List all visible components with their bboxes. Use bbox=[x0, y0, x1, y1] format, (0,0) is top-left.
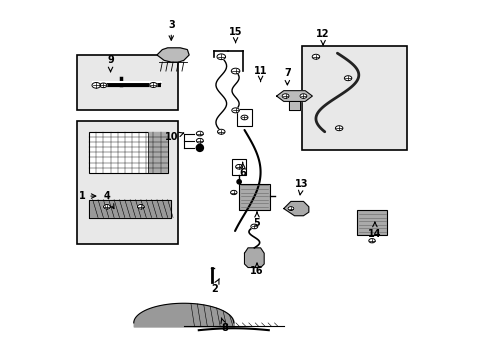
Text: 12: 12 bbox=[316, 28, 329, 45]
Circle shape bbox=[237, 180, 241, 184]
Ellipse shape bbox=[231, 108, 239, 113]
Ellipse shape bbox=[344, 76, 351, 81]
Ellipse shape bbox=[217, 129, 224, 134]
Polygon shape bbox=[157, 48, 189, 62]
Text: 10: 10 bbox=[164, 132, 183, 142]
Bar bbox=[77, 121, 178, 244]
Ellipse shape bbox=[368, 239, 374, 243]
Ellipse shape bbox=[311, 54, 319, 59]
Polygon shape bbox=[288, 102, 299, 111]
Ellipse shape bbox=[137, 204, 144, 209]
Ellipse shape bbox=[103, 204, 110, 209]
Ellipse shape bbox=[149, 82, 157, 87]
Ellipse shape bbox=[250, 224, 257, 229]
Ellipse shape bbox=[299, 94, 306, 98]
Ellipse shape bbox=[230, 190, 237, 195]
Ellipse shape bbox=[217, 54, 225, 60]
Text: 3: 3 bbox=[167, 19, 174, 40]
Ellipse shape bbox=[335, 126, 342, 131]
Text: 14: 14 bbox=[367, 222, 381, 239]
Text: 6: 6 bbox=[239, 162, 245, 178]
Bar bbox=[356, 210, 386, 235]
Text: 4: 4 bbox=[103, 191, 114, 209]
Text: 13: 13 bbox=[294, 179, 308, 195]
Bar bbox=[301, 46, 406, 150]
Ellipse shape bbox=[92, 82, 101, 88]
Text: 16: 16 bbox=[250, 263, 263, 276]
Ellipse shape bbox=[287, 207, 293, 211]
Polygon shape bbox=[244, 248, 264, 267]
Bar bbox=[77, 55, 178, 111]
Text: 2: 2 bbox=[210, 279, 219, 294]
Text: 8: 8 bbox=[221, 318, 228, 333]
Polygon shape bbox=[283, 202, 308, 216]
Text: 7: 7 bbox=[284, 68, 290, 85]
Polygon shape bbox=[276, 91, 312, 102]
Ellipse shape bbox=[231, 68, 240, 74]
Text: 1: 1 bbox=[79, 191, 96, 201]
Text: 15: 15 bbox=[228, 27, 242, 42]
Ellipse shape bbox=[235, 165, 242, 169]
Ellipse shape bbox=[100, 83, 107, 87]
Bar bbox=[237, 109, 251, 126]
Ellipse shape bbox=[196, 131, 203, 136]
Polygon shape bbox=[89, 200, 171, 217]
Ellipse shape bbox=[282, 94, 288, 98]
Bar bbox=[239, 184, 269, 210]
Ellipse shape bbox=[196, 138, 203, 143]
Bar bbox=[89, 132, 167, 173]
Text: 9: 9 bbox=[107, 55, 114, 72]
Text: 5: 5 bbox=[253, 212, 260, 228]
Bar bbox=[231, 158, 246, 175]
Bar bbox=[148, 132, 167, 173]
Ellipse shape bbox=[241, 115, 247, 120]
Circle shape bbox=[196, 144, 203, 152]
Text: 11: 11 bbox=[253, 66, 267, 82]
